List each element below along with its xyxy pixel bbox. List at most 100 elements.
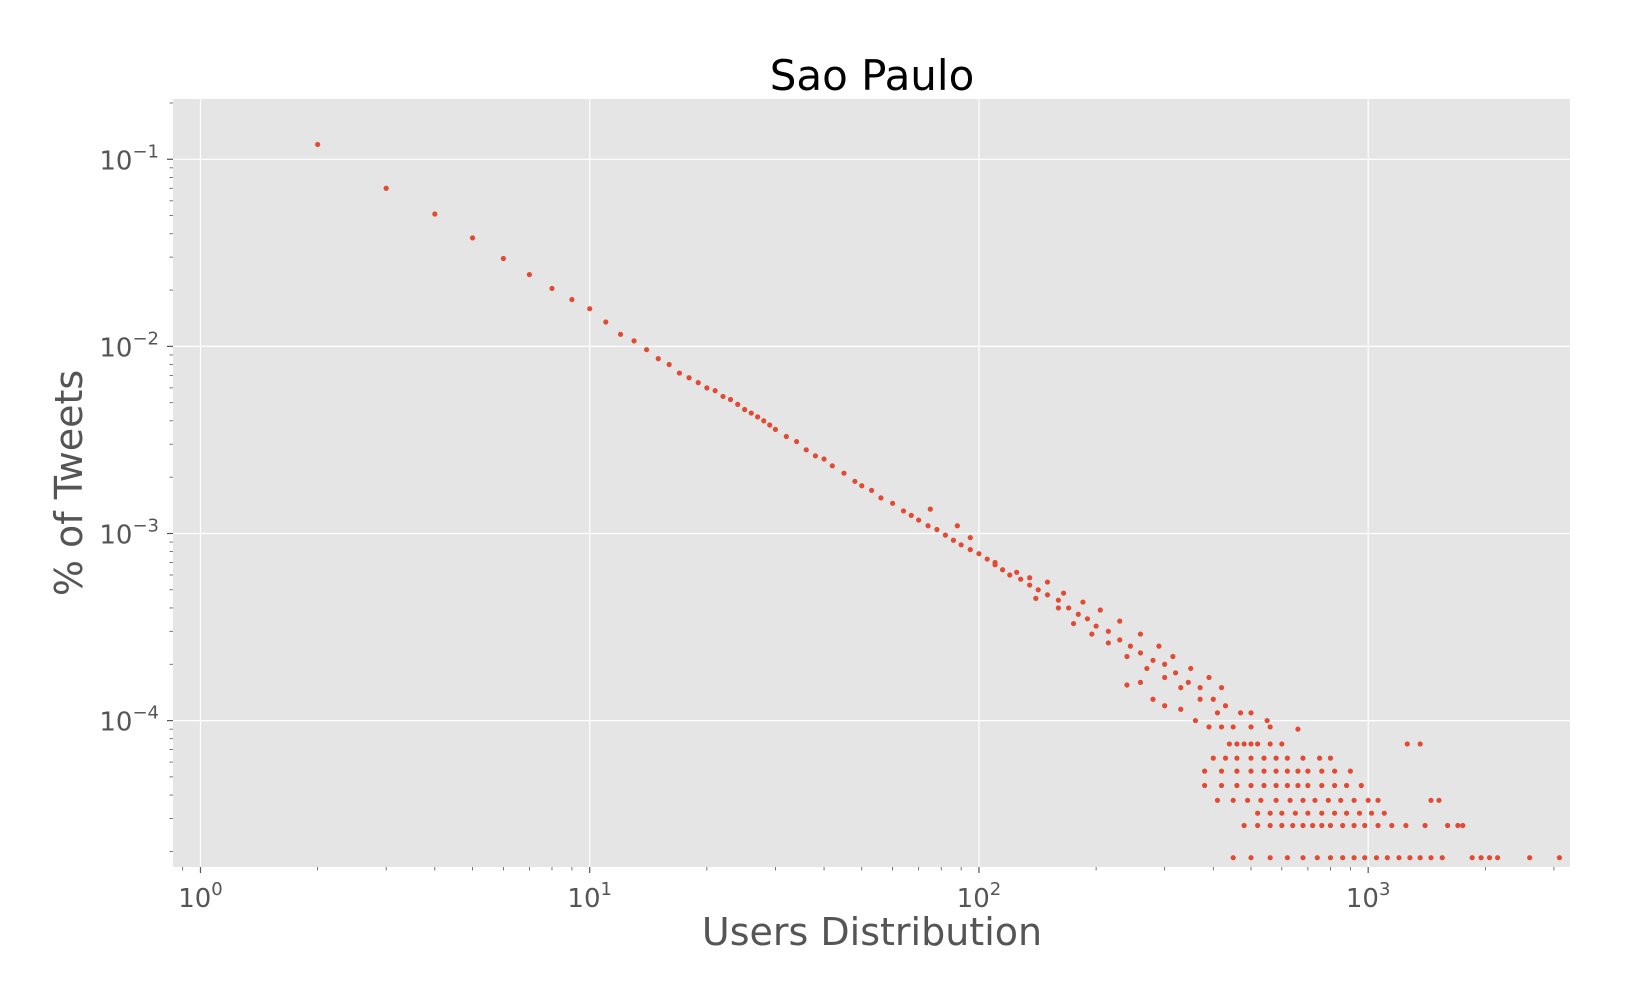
data-point: [549, 285, 555, 292]
data-point: [1300, 855, 1306, 861]
data-point: [1097, 607, 1103, 613]
data-point: [1117, 618, 1123, 624]
data-point: [1248, 741, 1254, 747]
data-point: [1172, 670, 1179, 676]
data-point: [1455, 822, 1461, 829]
data-point: [1292, 810, 1298, 816]
data-point: [1230, 724, 1236, 730]
data-point: [1248, 710, 1254, 716]
data-point: [841, 470, 847, 476]
data-point: [1494, 855, 1501, 861]
x-tick-labels: 100 101 102 103: [178, 879, 1390, 914]
data-point: [1218, 685, 1225, 691]
data-point: [1258, 797, 1264, 803]
data-point: [1319, 810, 1325, 816]
data-point: [942, 532, 948, 538]
data-point: [1018, 576, 1024, 582]
data-point: [1127, 643, 1134, 649]
data-point: [1197, 685, 1203, 691]
plot-area: [173, 99, 1570, 867]
data-point: [900, 508, 907, 514]
data-point: [1007, 572, 1013, 578]
data-point: [1105, 628, 1111, 634]
data-point: [1340, 822, 1346, 829]
data-point: [1279, 810, 1285, 816]
data-point: [1396, 855, 1402, 861]
data-point: [967, 535, 973, 541]
data-point: [1234, 782, 1240, 789]
data-point: [1375, 797, 1381, 803]
data-point: [859, 483, 865, 489]
data-point: [803, 447, 809, 453]
y-tick-labels: 10−1 10−2 10−3 10−4: [99, 141, 159, 737]
data-point: [1244, 797, 1251, 803]
data-point: [741, 406, 748, 413]
data-point: [755, 414, 761, 420]
data-point: [1319, 768, 1325, 774]
data-point: [1267, 724, 1273, 730]
data-point: [1422, 822, 1428, 829]
data-point: [383, 185, 389, 191]
data-point: [1093, 623, 1099, 629]
data-point: [1343, 810, 1350, 816]
data-point: [999, 567, 1006, 573]
data-point: [1347, 768, 1353, 774]
data-point: [1284, 768, 1290, 774]
data-point: [1075, 611, 1081, 617]
data-point: [821, 456, 827, 462]
data-point: [1273, 797, 1279, 803]
data-point: [1384, 855, 1390, 861]
data-point: [1351, 855, 1357, 861]
data-point: [315, 141, 321, 148]
data-point: [1295, 782, 1301, 789]
data-point: [1206, 674, 1212, 681]
data-point: [976, 551, 982, 557]
data-point: [1222, 755, 1229, 761]
data-point: [1295, 768, 1301, 774]
data-point: [1162, 661, 1168, 667]
data-point: [783, 433, 789, 440]
data-point: [829, 463, 835, 469]
data-point: [934, 526, 940, 533]
data-point: [1314, 855, 1320, 861]
y-tick-label: 10−4: [99, 703, 159, 738]
y-axis-label: % of Tweets: [47, 370, 91, 596]
data-point: [1014, 569, 1020, 575]
data-point: [727, 396, 734, 403]
data-point: [1290, 822, 1296, 829]
data-point: [1162, 703, 1168, 709]
data-point: [1237, 710, 1244, 716]
data-point: [1300, 797, 1306, 803]
data-point: [1117, 637, 1123, 643]
data-point: [1316, 755, 1323, 761]
data-point: [1137, 631, 1144, 637]
data-point: [1332, 810, 1338, 816]
data-point: [1255, 741, 1261, 747]
data-point: [1375, 822, 1381, 829]
data-point: [1055, 597, 1061, 603]
data-point: [1218, 768, 1225, 774]
data-point: [1150, 696, 1156, 702]
chart-title: Sao Paulo: [770, 51, 975, 100]
data-point: [1234, 768, 1240, 774]
data-point: [1403, 822, 1409, 829]
data-point: [852, 478, 858, 484]
data-point: [772, 426, 779, 433]
minor-ticks: [167, 102, 1555, 873]
data-point: [603, 319, 609, 325]
data-point: [631, 338, 637, 344]
data-point: [1241, 741, 1247, 747]
data-point: [695, 380, 701, 386]
data-point: [1185, 679, 1191, 685]
data-point: [1273, 768, 1279, 774]
data-point: [1404, 741, 1410, 747]
data-point: [1319, 782, 1325, 789]
data-point: [1273, 755, 1279, 761]
data-point: [1343, 782, 1350, 789]
data-point: [1202, 782, 1208, 789]
data-point: [927, 506, 933, 512]
data-point: [1527, 855, 1533, 861]
data-point: [1284, 782, 1290, 789]
data-point: [984, 556, 990, 562]
data-point: [1137, 679, 1144, 685]
